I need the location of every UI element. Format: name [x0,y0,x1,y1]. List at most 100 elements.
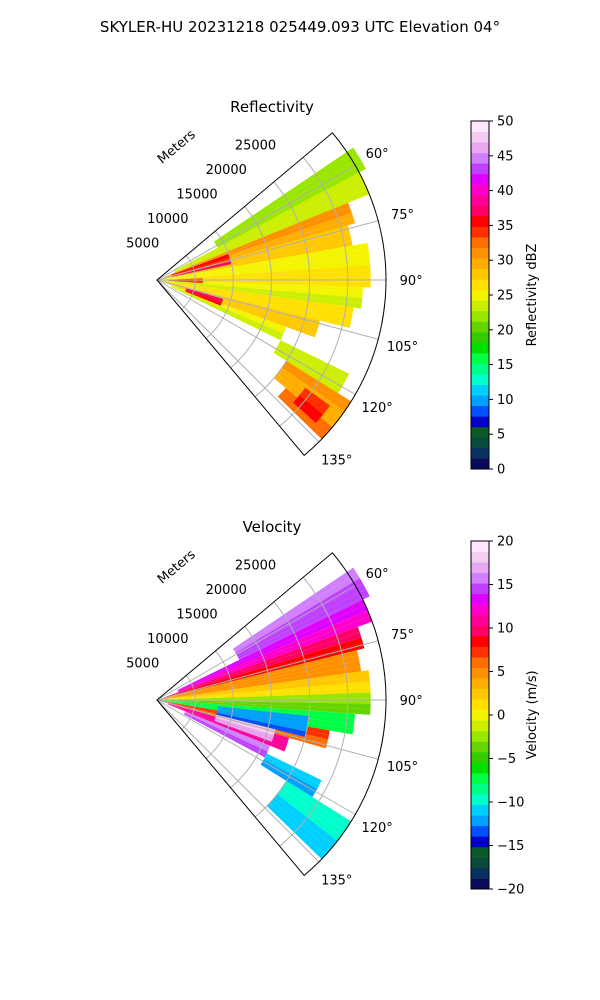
azimuth-gridline [156,165,356,281]
range-gridline [254,601,311,818]
echo-cell [160,280,351,329]
echo-cell [178,610,371,692]
echo-cell [234,572,360,653]
colorbar-segment [471,300,489,312]
colorbar-segment [471,458,489,470]
echo-cell [170,286,283,341]
colorbar-segment [471,836,489,848]
colorbar-segment [471,562,489,574]
colorbar-tick-label: 20 [497,535,514,550]
range-gridline [230,626,272,789]
echo-cell [160,280,363,298]
range-tick-label: 5000 [126,656,159,671]
echo-cell [160,280,354,313]
azimuth-gridline [156,585,356,701]
range-gridline [205,230,234,339]
colorbar-segment [471,593,489,605]
colorbar-segment [471,173,489,185]
figure-suptitle: SKYLER-HU 20231218 025449.093 UTC Elevat… [100,18,500,36]
colorbar: 0 5 10 15 20 25 30 35 40 45 50 Reflectivity dBZ [470,115,540,478]
echo-cell [232,567,357,651]
colorbar-segment [471,384,489,396]
range-tick-label: 15000 [176,187,217,202]
colorbar-segment [471,657,489,668]
panel-title: Velocity [243,518,302,536]
colorbar-segment [471,646,489,658]
colorbar-segment [471,857,489,869]
colorbar-segment [471,258,489,270]
colorbar-segment [471,625,489,637]
echo-cell [171,285,285,334]
colorbar-segment [471,268,489,280]
echo-cell [160,280,362,309]
colorbar-segment [471,667,489,679]
echo-cell [160,253,370,280]
range-gridline [279,577,349,847]
azimuth-gridline [156,279,320,443]
echo-cell [177,605,368,692]
azimuth-tick-label: 135° [321,454,352,469]
colorbar-tick-label: 5 [497,665,505,680]
azimuth-tick-label: 105° [387,760,418,775]
echo-cell [277,394,325,440]
colorbar-segment [471,804,489,816]
colorbar-tick-label: −20 [497,883,524,898]
colorbar-segment [471,405,489,417]
echo-cell [160,650,359,700]
colorbar-segment [471,794,489,806]
colorbar-tick-label: 20 [497,323,514,338]
azimuth-tick-label: 120° [361,821,392,836]
echo-cell [160,259,371,280]
echo-cell [213,147,357,244]
colorbar-label: Reflectivity dBZ [525,244,540,347]
colorbar-tick-label: 5 [497,428,505,443]
panel-title: Reflectivity [230,98,314,116]
colorbar-segment [471,226,489,238]
azimuth-tick-label: 120° [361,401,392,416]
echo-cell [215,158,363,247]
echo-cell [299,391,327,415]
azimuth-gridline [156,699,356,815]
colorbar-segment [471,867,489,879]
colorbar-segment [471,551,489,563]
echo-cell [217,709,308,728]
colorbar-segment [471,416,489,428]
colorbar-segment [471,247,489,259]
reflectivity-panel: Reflectivity60°75°90°105°120°135°5000100… [126,98,540,478]
echo-cell [160,270,371,280]
echo-cell [216,711,308,732]
azimuth-gridline [156,699,320,863]
range-tick-label: 20000 [206,163,247,178]
colorbar-segment [471,572,489,584]
azimuth-gridline [156,699,379,760]
echo-cell [178,616,373,693]
echo-cell [171,261,232,277]
colorbar-segment [471,730,489,742]
echo-cell [160,665,362,700]
colorbar-segment [471,342,489,354]
colorbar-tick-label: 50 [497,115,514,130]
colorbar-tick-label: 35 [497,219,514,234]
colorbar-segment [471,194,489,206]
colorbar-segment [471,437,489,449]
echo-cell [216,714,306,737]
azimuth-tick-label: 90° [400,694,423,709]
colorbar-tick-label: 30 [497,254,514,269]
colorbar-tick-label: 10 [497,622,514,637]
echo-cell [160,240,353,280]
echo-cell [236,583,366,657]
range-tick-label: 5000 [126,236,159,251]
range-axis-label: Meters [155,547,199,587]
colorbar-segment [471,215,489,227]
colorbar-tick-label: 15 [497,358,514,373]
azimuth-gridline [156,640,379,701]
colorbar-segment [471,688,489,700]
range-tick-label: 15000 [176,607,217,622]
colorbar-segment [471,751,489,763]
colorbar-segment [471,699,489,711]
echo-cell [160,692,371,700]
colorbar-segment [471,783,489,795]
colorbar-segment [471,184,489,196]
azimuth-gridline [156,279,356,395]
colorbar: −20 −15 −10 −5 0 5 10 15 20 Velocity (m/s) [470,535,540,898]
